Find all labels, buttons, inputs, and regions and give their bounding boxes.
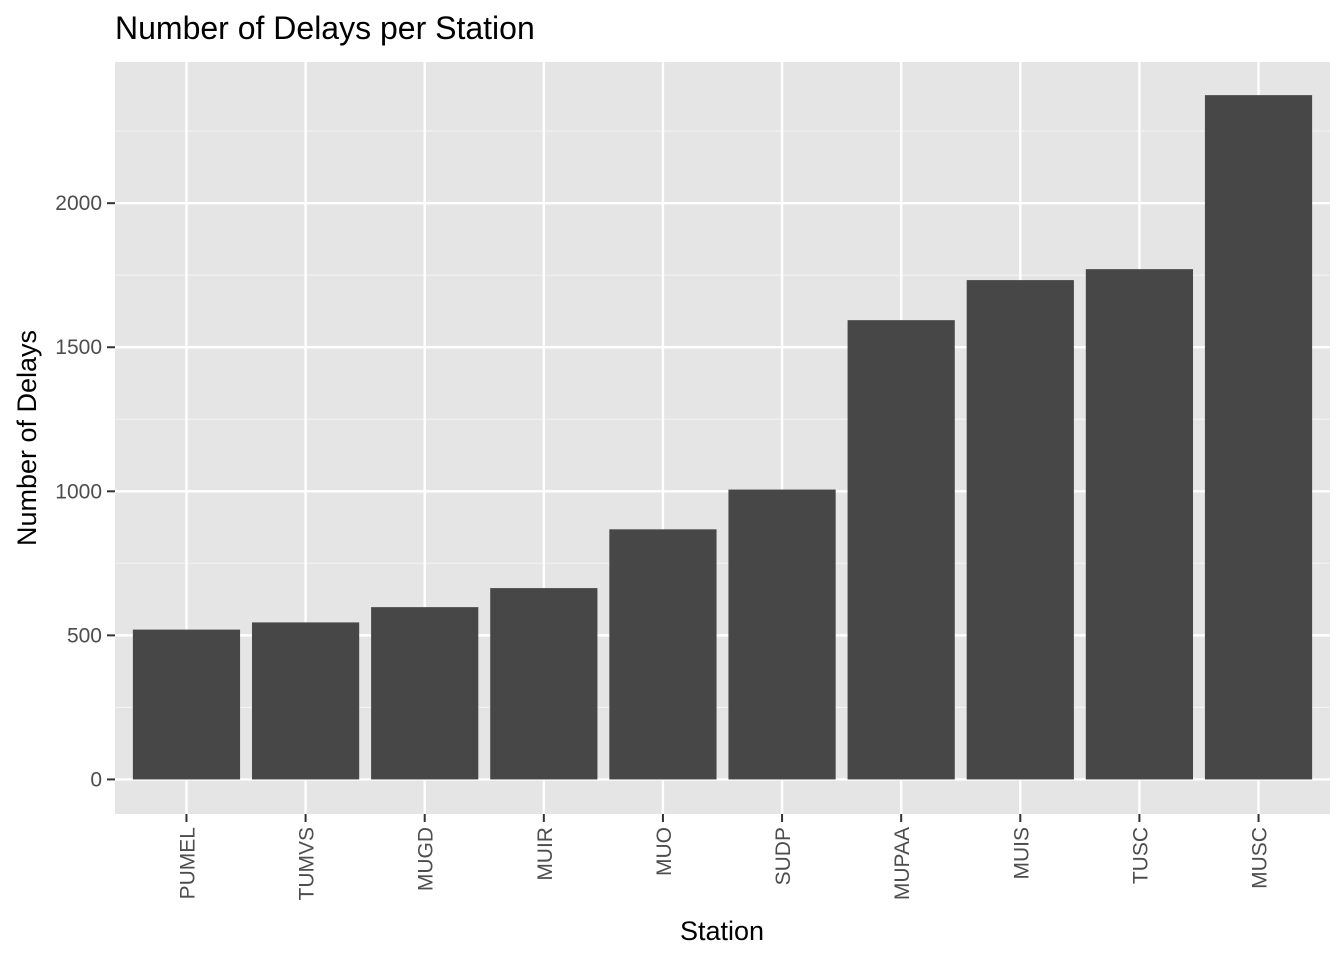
- bar-muis: [966, 280, 1074, 780]
- x-tick-label: MUSC: [1249, 827, 1272, 889]
- bar-tumvs: [251, 622, 360, 780]
- y-tick-label: 1000: [55, 480, 102, 503]
- bar-mugd: [371, 607, 479, 780]
- x-tick-label: TUMVS: [296, 827, 319, 901]
- bars: [132, 95, 1313, 780]
- x-axis: PUMEL TUMVS MUGD MUIR MUO SUDP MUPAA MUIS TUSC MU…: [176, 814, 1272, 901]
- y-axis: 0 500 1000 1500 2000: [55, 192, 115, 791]
- y-axis-title: Number of Delays: [12, 330, 42, 546]
- x-tick-label: MUO: [653, 827, 676, 876]
- bar-sudp: [728, 489, 836, 780]
- bar-musc: [1204, 95, 1313, 780]
- x-tick-label: MUGD: [415, 827, 438, 891]
- bar-muo: [609, 529, 717, 780]
- bar-pumel: [132, 629, 241, 780]
- x-tick-label: TUSC: [1129, 827, 1152, 884]
- x-tick-label: MUIS: [1010, 827, 1033, 880]
- x-tick-label: PUMEL: [176, 827, 199, 899]
- y-tick-label: 0: [90, 768, 102, 791]
- bar-muir: [490, 588, 598, 780]
- bar-tusc: [1085, 269, 1194, 780]
- y-tick-label: 2000: [55, 192, 102, 215]
- y-tick-label: 1500: [55, 336, 102, 359]
- y-tick-label: 500: [67, 624, 102, 647]
- chart-title: Number of Delays per Station: [115, 10, 535, 46]
- x-axis-title: Station: [680, 916, 764, 946]
- x-tick-label: SUDP: [772, 827, 795, 885]
- x-tick-label: MUPAA: [891, 827, 914, 900]
- bar-mupaa: [847, 320, 955, 780]
- x-tick-label: MUIR: [534, 827, 557, 881]
